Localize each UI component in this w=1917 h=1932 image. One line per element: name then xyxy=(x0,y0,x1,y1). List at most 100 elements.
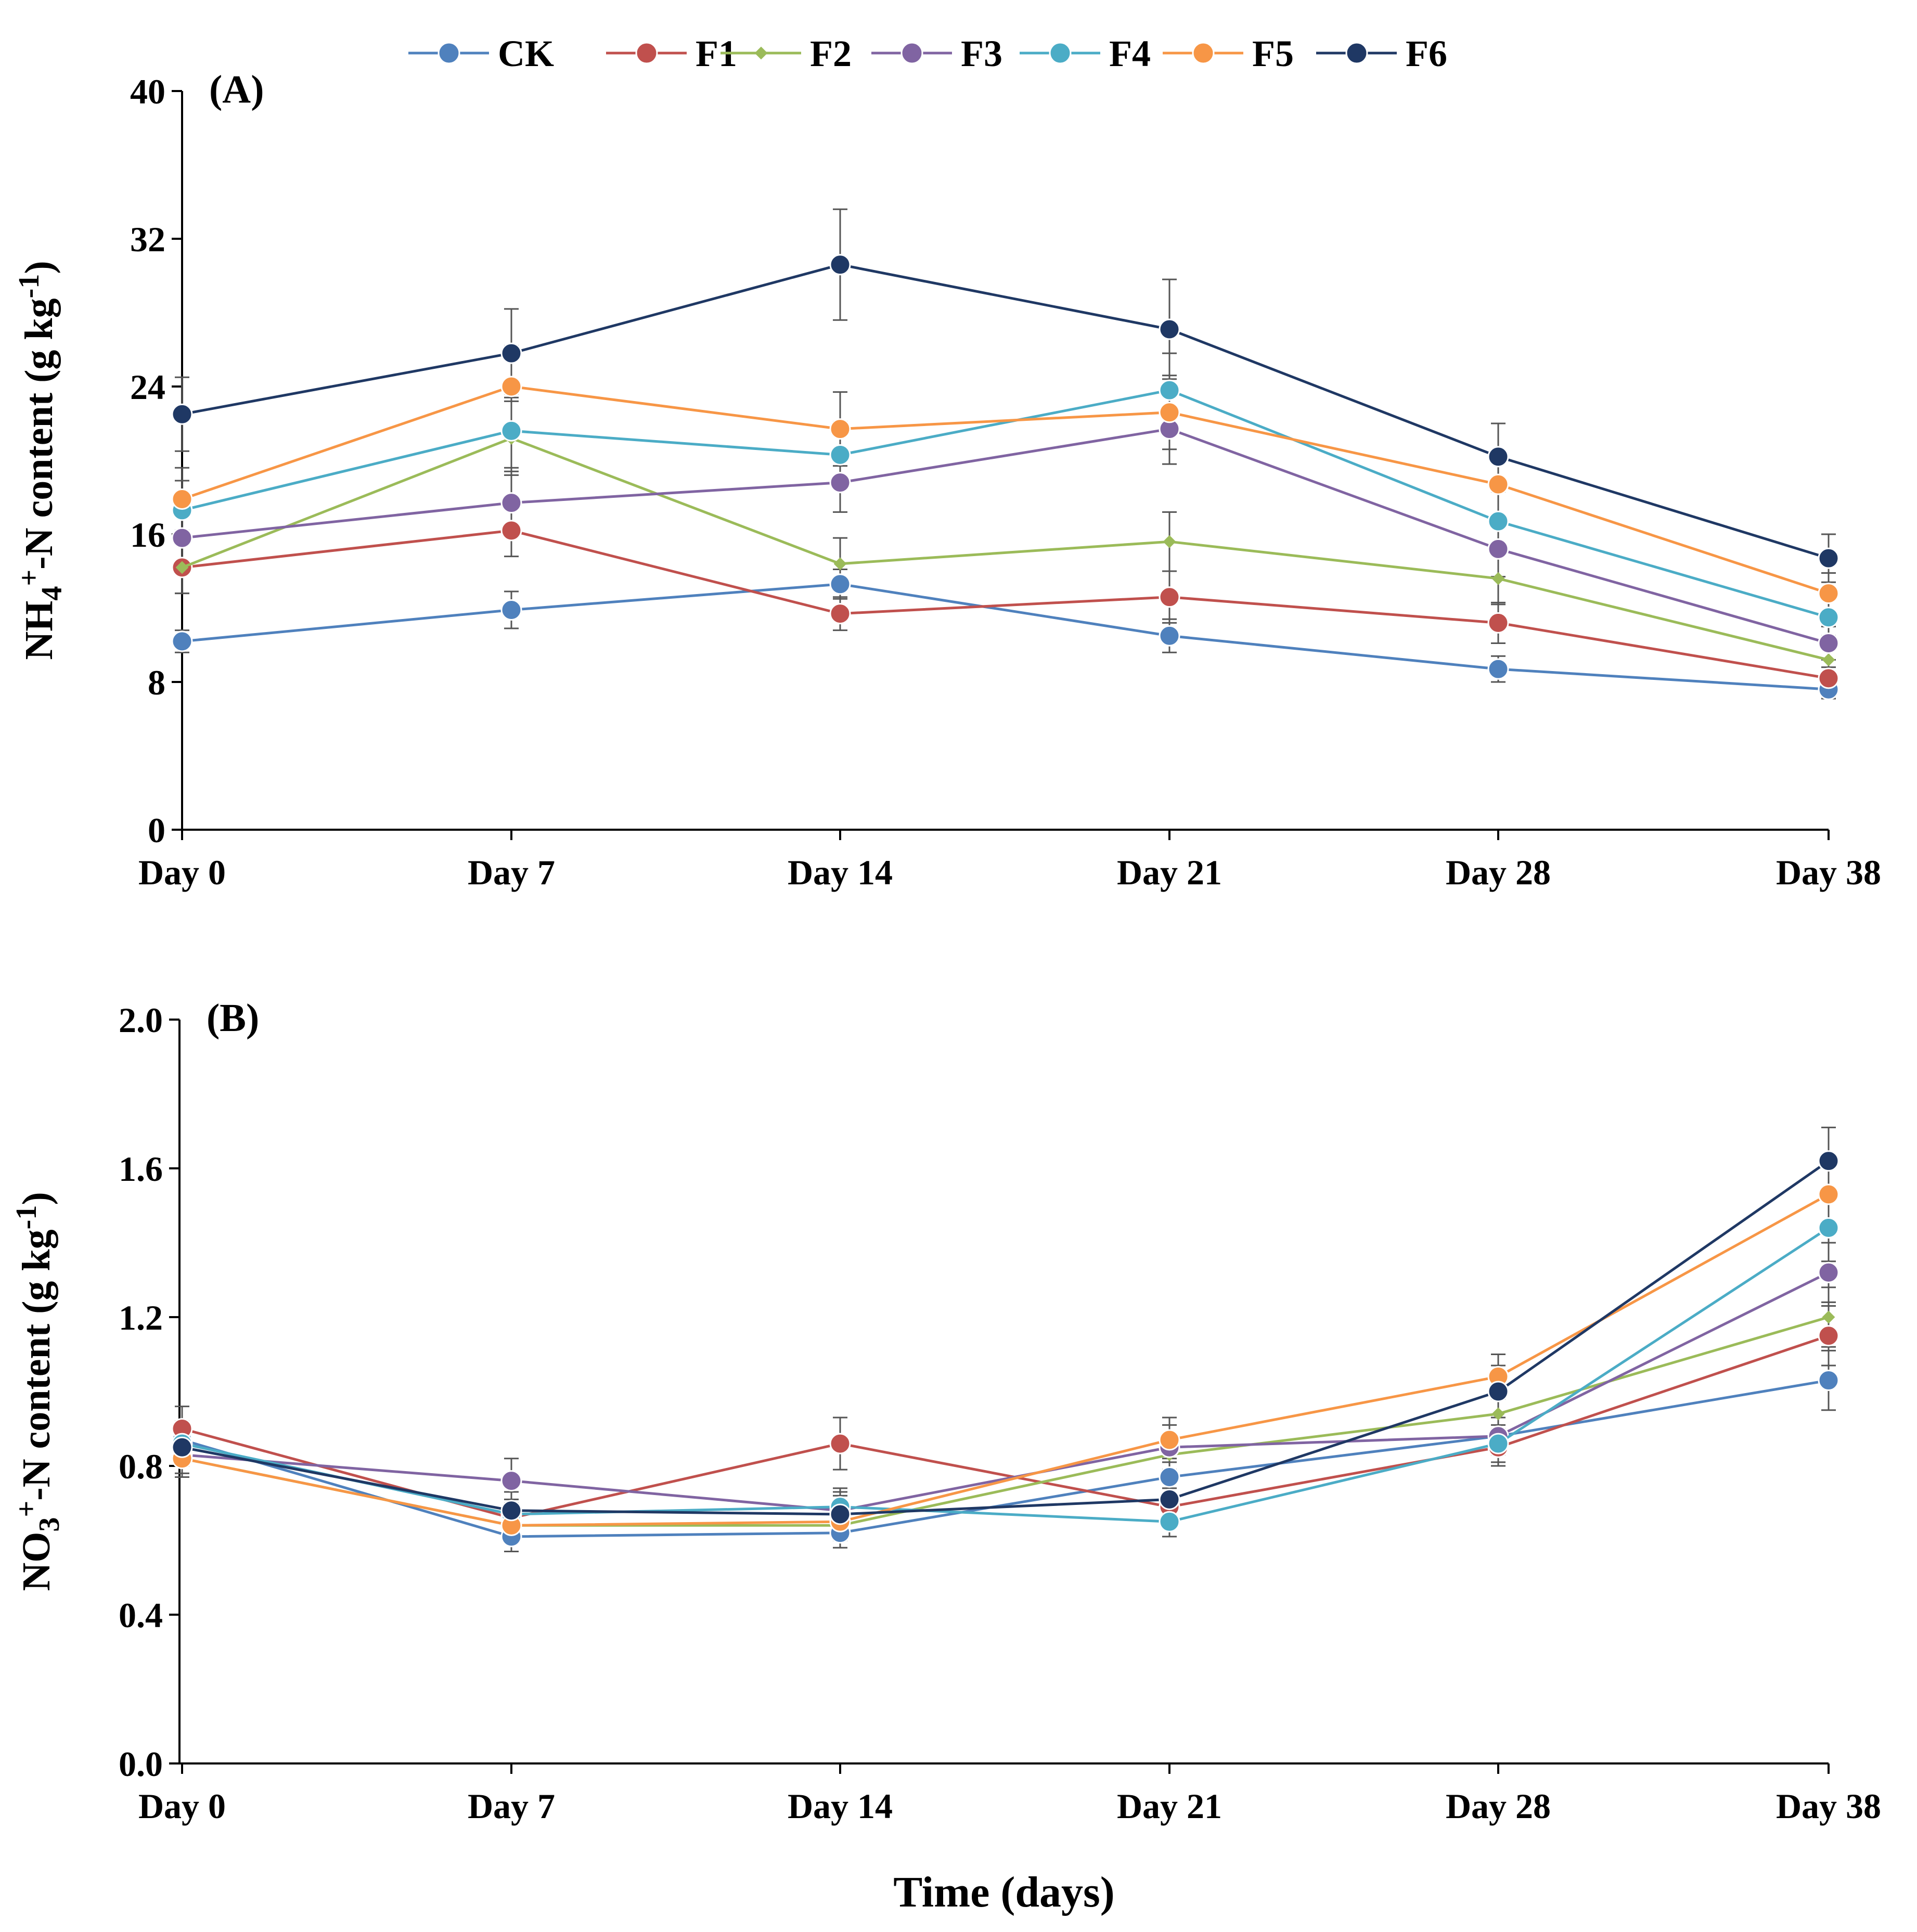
legend-entry-f6: F6 xyxy=(1316,33,1447,74)
panel-a-errorbars-f1 xyxy=(175,504,1836,690)
panel-a-x-tick-label: Day 0 xyxy=(138,853,226,892)
panel-a-series xyxy=(171,208,1839,700)
panel-a-ylabel-sub: 4 xyxy=(36,586,68,601)
panel-b-point-f3 xyxy=(1818,1261,1839,1283)
panel-a-errorbars-f2 xyxy=(175,400,1836,676)
panel-a-point-f1 xyxy=(500,520,522,542)
panel-a-point-f4 xyxy=(1818,607,1839,628)
panel-a-point-f2 xyxy=(1163,535,1176,548)
panel-b-errorbars-ck xyxy=(175,1349,1836,1552)
panel-b-ylabel-sup: + xyxy=(10,1501,43,1517)
panel-a-line-f2 xyxy=(182,436,1829,661)
panel-a-point-f1 xyxy=(1159,586,1180,608)
panel-a-x-tick-label: Day 7 xyxy=(468,853,555,892)
panel-b-point-f6 xyxy=(171,1436,193,1458)
panel-a-y-tick-label: 32 xyxy=(130,220,165,259)
panel-b-line-f6 xyxy=(182,1160,1830,1516)
panel-a-point-f6 xyxy=(1159,318,1180,340)
panel-b-point-f1 xyxy=(829,1433,851,1454)
legend-marker-f6 xyxy=(1345,42,1368,65)
panel-a-point-f2 xyxy=(175,561,189,574)
panel-b-x-tick-label: Day 14 xyxy=(788,1786,893,1826)
panel-b-x-tick-label: Day 0 xyxy=(138,1786,226,1826)
panel-a-point-ck xyxy=(500,599,522,621)
panel-a-ylabel-main: NH xyxy=(17,601,61,660)
panel-b-x-tick-label: Day 21 xyxy=(1117,1786,1222,1826)
panel-a-axes: 0 8 16 24 32 40 Day 0 Day 7 Day 14 Day 21 Day 28 Da… xyxy=(130,72,1881,892)
panel-b-ylabel-end: ) xyxy=(15,1192,58,1205)
panel-a-point-f3 xyxy=(500,492,522,514)
panel-b-point-f5 xyxy=(1818,1183,1839,1205)
panel-b-y-tick-label: 1.2 xyxy=(119,1298,163,1337)
legend-label-f4: F4 xyxy=(1109,33,1151,74)
panel-a-y-tick-label: 24 xyxy=(130,367,165,407)
panel-a-point-f3 xyxy=(1487,538,1509,560)
panel-b-y-tick-label: 0.8 xyxy=(119,1447,163,1486)
legend-label-f2: F2 xyxy=(810,33,852,74)
panel-a-errorbars-ck xyxy=(175,568,1836,700)
panel-b-ylabel-unit-sup: -1 xyxy=(10,1205,43,1230)
panel-a-point-f3 xyxy=(171,527,193,549)
legend-entry-f4: F4 xyxy=(1020,33,1151,74)
panel-a-point-ck xyxy=(829,573,851,595)
panel-a-point-f5 xyxy=(1159,402,1180,423)
panel-b-line-f5 xyxy=(182,1193,1830,1527)
panel-a-point-f1 xyxy=(1818,667,1839,689)
legend-label-f5: F5 xyxy=(1252,33,1294,74)
panel-a-point-f6 xyxy=(1818,547,1839,569)
panel-a-point-f2 xyxy=(1491,572,1505,585)
panel-a-line-f3 xyxy=(182,428,1829,645)
panel-a-x-tick-label: Day 38 xyxy=(1776,853,1881,892)
panel-a-line-f1 xyxy=(182,529,1829,680)
panel-a-nh4-chart: 0 8 16 24 32 40 Day 0 Day 7 Day 14 Day 21 Day 28 Da… xyxy=(13,68,1881,892)
panel-a-y-tick-label: 8 xyxy=(148,663,165,702)
panel-a-ylabel-end: ) xyxy=(17,261,61,274)
panel-a-point-f6 xyxy=(500,342,522,364)
panel-b-point-ck xyxy=(1159,1466,1180,1488)
panel-a-errorbars-f3 xyxy=(175,393,1836,661)
panel-b-point-f6 xyxy=(500,1500,522,1522)
panel-a-point-ck xyxy=(1487,658,1509,680)
panel-a-line-f6 xyxy=(182,263,1829,560)
panel-a-point-f2 xyxy=(1822,653,1835,666)
legend-marker-f5 xyxy=(1192,42,1215,65)
legend-marker-f3 xyxy=(900,42,923,65)
panel-b-ylabel-main: NO xyxy=(15,1532,58,1591)
panel-b-y-tick-label: 0.4 xyxy=(119,1595,163,1635)
panel-a-point-f6 xyxy=(829,254,851,276)
panel-b-x-tick-label: Day 28 xyxy=(1446,1786,1551,1826)
panel-a-point-f5 xyxy=(1487,473,1509,495)
panel-a-point-f1 xyxy=(1487,612,1509,634)
panel-a-point-f4 xyxy=(1159,379,1180,401)
panel-a-point-ck xyxy=(171,630,193,652)
panel-b-point-f4 xyxy=(1159,1511,1180,1532)
panel-a-point-f3 xyxy=(1818,632,1839,654)
panel-b-ylabel-sub: 3 xyxy=(33,1517,66,1532)
panel-a-point-f5 xyxy=(171,488,193,510)
panel-a-errorbars-f4 xyxy=(175,352,1836,637)
panel-a-point-f4 xyxy=(1487,510,1509,532)
legend-label-ck: CK xyxy=(498,33,554,74)
legend-label-f3: F3 xyxy=(961,33,1002,74)
panel-a-line-f5 xyxy=(182,385,1829,595)
legend-marker-f2 xyxy=(754,46,768,60)
panel-a-y-tick-label: 16 xyxy=(130,515,165,555)
panel-a-point-f4 xyxy=(500,420,522,442)
panel-a-point-f6 xyxy=(1487,446,1509,468)
panel-b-point-f6 xyxy=(1818,1150,1839,1172)
panel-a-line-f4 xyxy=(182,389,1829,619)
legend-label-f6: F6 xyxy=(1406,33,1447,74)
panel-b-errorbars-f5 xyxy=(175,1160,1836,1541)
panel-a-x-tick-label: Day 28 xyxy=(1446,853,1551,892)
panel-a-y-tick-label: 40 xyxy=(130,72,165,111)
panel-b-errorbars-f2 xyxy=(175,1286,1836,1541)
panel-b-point-f3 xyxy=(500,1470,522,1492)
legend-entry-f3: F3 xyxy=(871,33,1002,74)
panel-a-label: (A) xyxy=(209,68,264,111)
panel-b-point-f6 xyxy=(1159,1488,1180,1510)
panel-a-errorbars-f6 xyxy=(175,208,1836,583)
panel-a-point-f2 xyxy=(833,557,847,571)
panel-a-point-f3 xyxy=(829,472,851,494)
panel-b-point-f1 xyxy=(1818,1325,1839,1347)
